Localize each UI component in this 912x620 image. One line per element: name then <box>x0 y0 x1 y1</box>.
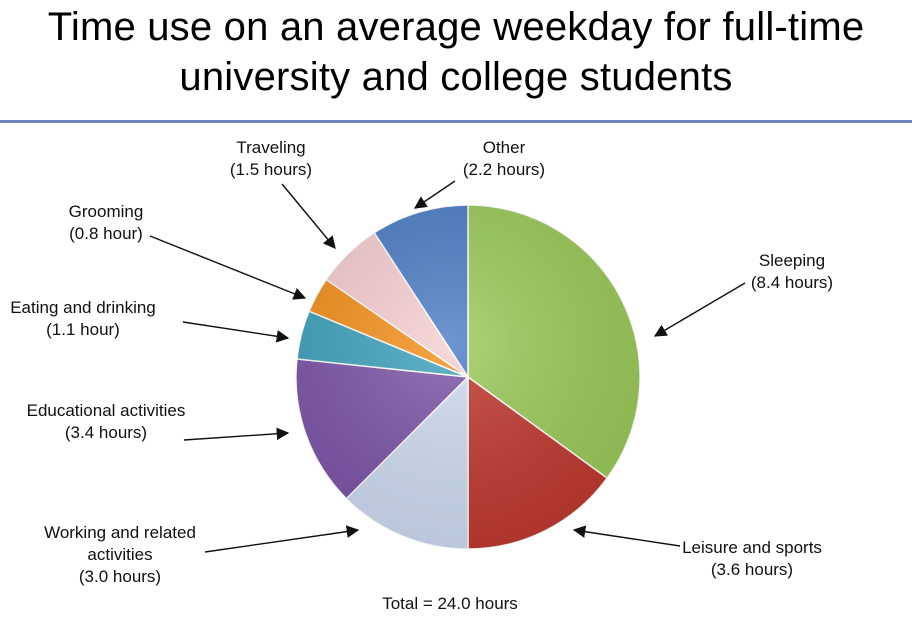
slice-value-label: (3.6 hours) <box>711 560 793 579</box>
slice-label: Grooming (0.8 hour) <box>69 202 144 243</box>
callout-arrow <box>182 321 290 343</box>
callout-arrow <box>413 180 456 209</box>
slice-label: Sleeping (8.4 hours) <box>751 251 833 292</box>
slice-name-label: Traveling <box>236 138 305 157</box>
slice-name-label: Sleeping <box>759 251 825 270</box>
slice-label: Leisure and sports (3.6 hours) <box>682 538 822 579</box>
slice-label: Traveling (1.5 hours) <box>230 138 312 179</box>
slice-label: Eating and drinking (1.1 hour) <box>10 298 156 339</box>
slice-value-label: (0.8 hour) <box>69 224 143 243</box>
slice-value-label: (3.0 hours) <box>79 567 161 586</box>
callout-arrow <box>572 525 681 547</box>
title-line-2: university and college students <box>179 55 733 99</box>
callout-arrow <box>653 282 746 337</box>
slice-name-label: Leisure and sports <box>682 538 822 557</box>
callout-arrow <box>149 235 307 300</box>
slice-value-label: (3.4 hours) <box>65 423 147 442</box>
slice-value-label: (1.5 hours) <box>230 160 312 179</box>
slice-value-label: (1.1 hour) <box>46 320 120 339</box>
pie-slices <box>295 204 641 550</box>
slice-label: Educational activities (3.4 hours) <box>27 401 186 442</box>
slice-name-label: Eating and drinking <box>10 298 156 317</box>
slice-name-label: Grooming <box>69 202 144 221</box>
chart-title: Time use on an average weekday for full-… <box>0 2 912 102</box>
callout-arrow <box>183 427 290 441</box>
callout-arrow <box>204 525 360 553</box>
slice-value-label: (2.2 hours) <box>463 160 545 179</box>
slice-value-label: (8.4 hours) <box>751 273 833 292</box>
slice-name-label: Working and related <box>44 523 196 542</box>
slice-label: Other (2.2 hours) <box>463 138 545 179</box>
title-divider <box>0 120 912 123</box>
slice-name-label: activities <box>87 545 152 564</box>
slice-name-label: Other <box>483 138 526 157</box>
total-label: Total = 24.0 hours <box>382 594 518 613</box>
slice-label: Working and related activities (3.0 hours) <box>44 523 196 586</box>
slice-labels: Sleeping (8.4 hours) Leisure and sports (3.… <box>10 138 833 586</box>
callout-arrow <box>281 183 336 249</box>
slice-name-label: Educational activities <box>27 401 186 420</box>
callout-arrows <box>149 180 746 553</box>
title-line-1: Time use on an average weekday for full-… <box>47 5 865 49</box>
